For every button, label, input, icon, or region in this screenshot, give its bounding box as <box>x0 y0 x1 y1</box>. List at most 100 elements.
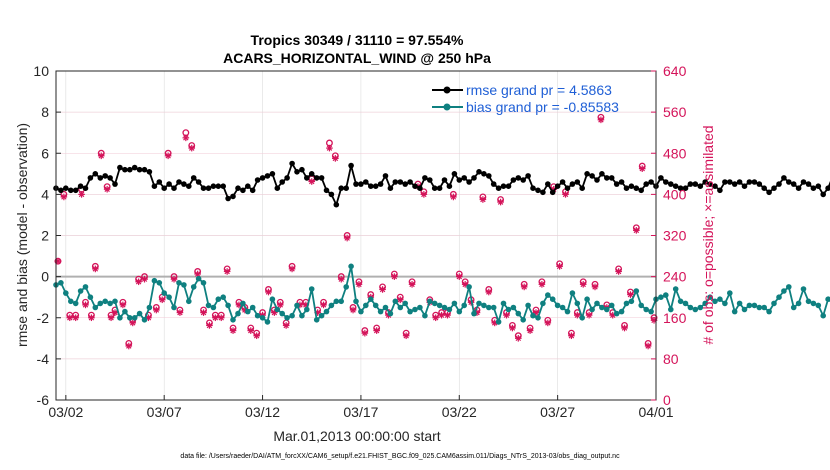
bias-point <box>289 312 295 319</box>
bias-point <box>672 286 679 292</box>
rmse-point <box>274 185 281 191</box>
bias-point <box>471 310 477 317</box>
rmse-point <box>795 185 802 191</box>
obs-assimilated-stroke <box>78 191 85 198</box>
obs-assimilated-marker <box>638 165 646 172</box>
rmse-point <box>92 171 99 177</box>
rmse-point <box>215 183 222 189</box>
bias-point <box>72 300 79 307</box>
rmse-point <box>446 183 453 189</box>
obs-assimilated-marker <box>88 314 95 322</box>
obs-assimilated-marker <box>119 301 127 309</box>
obs-assimilated-stroke <box>627 291 634 298</box>
bias-point <box>638 302 644 309</box>
bias-point <box>722 300 728 307</box>
obs-assimilated-stroke <box>574 312 581 318</box>
obs-assimilated-marker <box>141 275 148 283</box>
obs-assimilated-marker <box>332 155 339 162</box>
rmse-point <box>643 181 649 187</box>
bias-point <box>431 300 438 307</box>
obs-assimilated-stroke <box>265 289 272 295</box>
rmse-point <box>786 179 792 185</box>
rmse-point <box>397 179 404 185</box>
bias-point <box>436 302 443 309</box>
rmse-point <box>687 181 694 187</box>
bias-point <box>92 304 99 311</box>
rmse-point <box>682 185 689 191</box>
rmse-point <box>751 179 758 185</box>
rmse-point <box>756 181 763 187</box>
bias-point <box>205 302 212 309</box>
rmse-point <box>638 187 644 194</box>
bias-point <box>122 308 128 315</box>
bias-point <box>427 298 433 305</box>
rmse-point <box>564 185 571 191</box>
obs-assimilated-marker <box>574 311 581 319</box>
y-right-tick-label: 640 <box>663 63 687 79</box>
y-axis-right-label: # of obs: o=possible; ×=assimilated <box>700 125 716 344</box>
bias-point <box>648 308 654 315</box>
rmse-point <box>510 177 517 183</box>
obs-assimilated-marker <box>78 191 85 198</box>
obs-assimilated-marker <box>135 278 142 286</box>
y-axis-right-ticks: 0 80 160 240 320 400 480 560 640 <box>651 63 687 408</box>
rmse-point <box>186 183 192 189</box>
rmse-point <box>230 193 236 200</box>
bias-point <box>697 304 704 311</box>
bias-point <box>235 310 241 317</box>
obs-assimilated-marker <box>343 234 351 242</box>
obs-assimilated-stroke <box>568 333 575 339</box>
rmse-point <box>515 175 522 181</box>
obs-assimilated-marker <box>276 301 284 309</box>
legend: rmse grand pr = 4.5863 bias grand pr = -… <box>432 82 619 115</box>
y-left-tick-label: 6 <box>41 145 49 161</box>
obs-assimilated-marker <box>164 152 172 160</box>
bias-point <box>668 306 674 313</box>
obs-assimilated-stroke <box>309 178 315 185</box>
rmse-point <box>431 185 438 191</box>
obs-assimilated-marker <box>170 275 178 283</box>
obs-assimilated-stroke <box>362 330 368 336</box>
obs-assimilated-marker <box>432 314 439 322</box>
rmse-point <box>584 171 590 177</box>
rmse-point <box>264 173 271 179</box>
rmse-point <box>490 181 497 187</box>
bias-point <box>387 310 394 317</box>
rmse-point <box>628 183 635 189</box>
rmse-point <box>156 179 163 185</box>
bias-point <box>525 302 531 309</box>
rmse-point <box>299 166 305 173</box>
bias-point <box>731 308 738 315</box>
rmse-point <box>82 185 89 191</box>
obs-assimilated-stroke <box>112 309 118 316</box>
y-right-tick-label: 320 <box>663 228 687 244</box>
rmse-point <box>200 185 207 191</box>
obs-assimilated-stroke <box>332 155 339 162</box>
obs-assimilated-stroke <box>527 327 533 334</box>
bias-point <box>382 304 389 311</box>
bias-point <box>500 300 507 307</box>
rmse-point <box>535 187 541 194</box>
obs-assimilated-stroke <box>350 307 356 313</box>
obs-assimilated-stroke <box>444 312 451 318</box>
rmse-point <box>127 166 133 173</box>
bias-point <box>141 317 148 323</box>
rmse-point <box>549 189 556 196</box>
bias-point <box>151 277 158 284</box>
rmse-point <box>146 169 153 175</box>
obs-assimilated-marker <box>111 309 119 316</box>
rmse-point <box>240 187 246 194</box>
bias-point <box>269 296 276 303</box>
rmse-point <box>136 166 143 173</box>
bias-point <box>102 298 108 305</box>
rmse-point <box>259 175 266 181</box>
rmse-point <box>707 181 713 187</box>
bias-point <box>220 294 226 301</box>
obs-assimilated-stroke <box>326 145 333 151</box>
obs-assimilated-marker <box>408 281 416 288</box>
rmse-point <box>589 173 595 179</box>
obs-assimilated-marker <box>633 227 640 234</box>
obs-assimilated-stroke <box>153 307 160 313</box>
obs-assimilated-stroke <box>409 281 415 288</box>
